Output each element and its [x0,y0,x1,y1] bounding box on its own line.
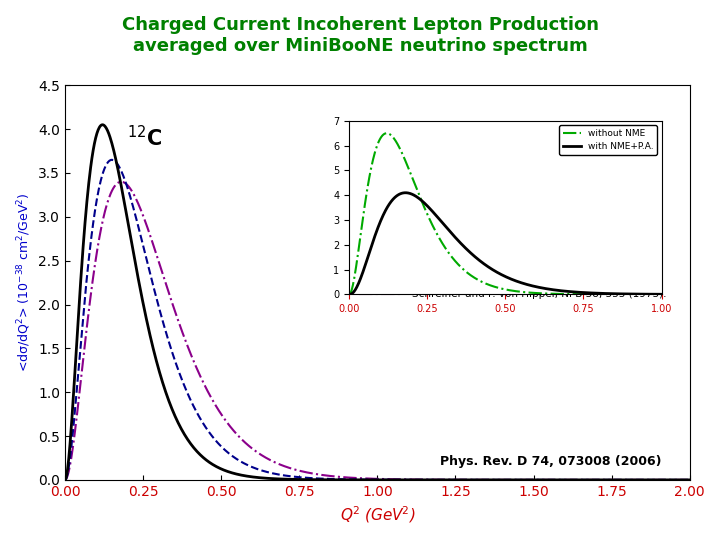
Y-axis label: <dσ/dQ$^{2}$> (10$^{-38}$ cm$^{2}$/GeV$^{2}$): <dσ/dQ$^{2}$> (10$^{-38}$ cm$^{2}$/GeV$^… [15,193,32,373]
Text: $^{12}$C: $^{12}$C [127,125,163,151]
Text: Lalakulich et al. PRD 74, 014009 (2006).: Lalakulich et al. PRD 74, 014009 (2006). [412,230,621,240]
X-axis label: Q$^{2}$ (GeV$^{2}$): Q$^{2}$ (GeV$^{2}$) [340,504,415,525]
Text: Paschos et al. PRD 69, 014013 (2004).: Paschos et al. PRD 69, 014013 (2004). [412,260,611,270]
Text: Phys. Rev. D 74, 073008 (2006): Phys. Rev. D 74, 073008 (2006) [440,455,661,468]
Text: Charged Current Incoherent Lepton Production
averaged over MiniBooNE neutrino sp: Charged Current Incoherent Lepton Produc… [122,16,598,55]
Text: Schreiner and F. von Hippel, NPB 58, 333 (1973).: Schreiner and F. von Hippel, NPB 58, 333… [412,289,666,299]
